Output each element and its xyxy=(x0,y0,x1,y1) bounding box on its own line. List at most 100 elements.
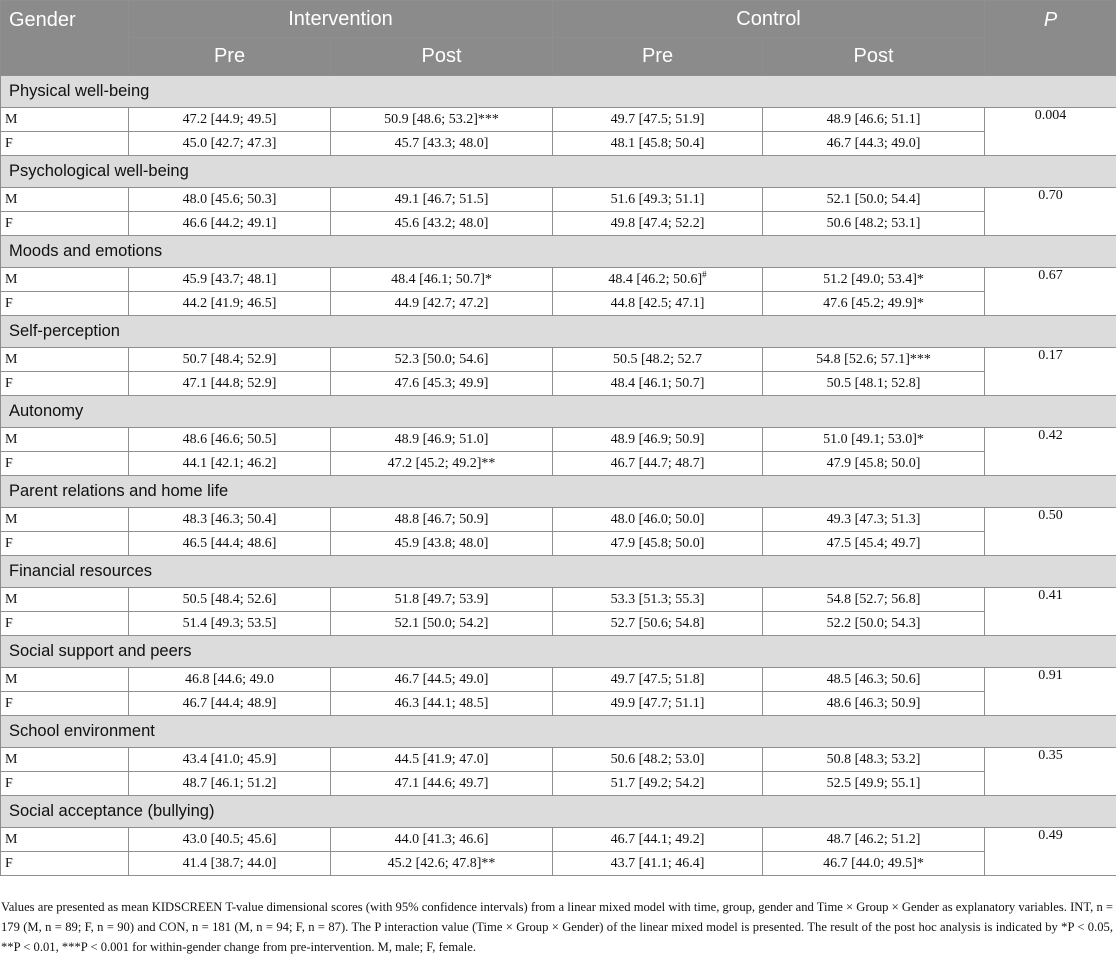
value-cell-int-post: 48.8 [46.7; 50.9] xyxy=(329,507,554,532)
value-cell-con-pre: 52.7 [50.6; 54.8] xyxy=(552,611,764,636)
gender-cell: F xyxy=(0,371,129,396)
value-cell-int-post: 45.7 [43.3; 48.0] xyxy=(329,131,554,156)
value-cell-con-post: 52.1 [50.0; 54.4] xyxy=(762,187,986,212)
value-cell-con-post: 50.6 [48.2; 53.1] xyxy=(762,211,986,236)
table-row: F 46.5 [44.4; 48.6] 45.9 [43.8; 48.0] 47.9 … xyxy=(0,531,1116,556)
value-text: 46.7 [44.3; 49.0] xyxy=(826,135,921,151)
value-text: 48.9 [46.9; 50.9] xyxy=(610,431,705,447)
header-intervention-pre: Pre xyxy=(128,37,331,76)
value-cell-int-post: 47.6 [45.3; 49.9] xyxy=(329,371,554,396)
value-cell-con-post: 47.6 [45.2; 49.9]* xyxy=(762,291,986,316)
value-text: 44.0 [41.3; 46.6] xyxy=(394,831,489,847)
value-cell-int-post: 48.9 [46.9; 51.0] xyxy=(329,427,554,452)
value-text: 51.0 [49.1; 53.0]* xyxy=(823,431,924,447)
value-cell-con-post: 47.9 [45.8; 50.0] xyxy=(762,451,986,476)
value-cell-con-pre: 43.7 [41.1; 46.4] xyxy=(552,851,764,876)
p-value-cell: 0.70 xyxy=(984,187,1116,236)
section-title: Social support and peers xyxy=(0,635,1116,668)
section-title: Moods and emotions xyxy=(0,235,1116,268)
section-title: Psychological well-being xyxy=(0,155,1116,188)
value-text: 50.9 [48.6; 53.2]*** xyxy=(384,111,499,127)
header-control-pre: Pre xyxy=(552,37,764,76)
value-cell-con-post: 52.2 [50.0; 54.3] xyxy=(762,611,986,636)
value-cell-con-post: 47.5 [45.4; 49.7] xyxy=(762,531,986,556)
value-cell-int-post: 46.3 [44.1; 48.5] xyxy=(329,691,554,716)
value-cell-int-post: 51.8 [49.7; 53.9] xyxy=(329,587,554,612)
value-cell-con-post: 48.7 [46.2; 51.2] xyxy=(762,827,986,852)
value-cell-con-post: 49.3 [47.3; 51.3] xyxy=(762,507,986,532)
value-text: 45.6 [43.2; 48.0] xyxy=(394,215,489,231)
value-text: 48.6 [46.3; 50.9] xyxy=(826,695,921,711)
table-row: F 45.0 [42.7; 47.3] 45.7 [43.3; 48.0] 48.1 … xyxy=(0,131,1116,156)
value-text: 46.3 [44.1; 48.5] xyxy=(394,695,489,711)
gender-cell: M xyxy=(0,267,129,292)
value-text: 49.7 [47.5; 51.9] xyxy=(610,111,705,127)
p-value-cell: 0.50 xyxy=(984,507,1116,556)
gender-cell: M xyxy=(0,107,129,132)
value-text: 48.9 [46.6; 51.1] xyxy=(826,111,921,127)
value-text: 52.2 [50.0; 54.3] xyxy=(826,615,921,631)
gender-cell: F xyxy=(0,611,129,636)
section-title: School environment xyxy=(0,715,1116,748)
value-cell-int-pre: 51.4 [49.3; 53.5] xyxy=(128,611,331,636)
gender-cell: F xyxy=(0,531,129,556)
value-cell-int-pre: 45.9 [43.7; 48.1] xyxy=(128,267,331,292)
header-gender: Gender xyxy=(0,0,129,76)
section-title: Parent relations and home life xyxy=(0,475,1116,508)
gender-cell: F xyxy=(0,291,129,316)
value-text: 43.0 [40.5; 45.6] xyxy=(182,831,277,847)
value-text: 45.9 [43.8; 48.0] xyxy=(394,535,489,551)
value-cell-con-pre: 49.7 [47.5; 51.9] xyxy=(552,107,764,132)
p-value-cell: 0.35 xyxy=(984,747,1116,796)
value-cell-con-pre: 48.1 [45.8; 50.4] xyxy=(552,131,764,156)
value-text: 46.6 [44.2; 49.1] xyxy=(182,215,277,231)
value-text: 49.3 [47.3; 51.3] xyxy=(826,511,921,527)
gender-cell: F xyxy=(0,851,129,876)
value-cell-int-pre: 47.1 [44.8; 52.9] xyxy=(128,371,331,396)
value-cell-con-post: 48.9 [46.6; 51.1] xyxy=(762,107,986,132)
gender-cell: M xyxy=(0,827,129,852)
results-table: Gender Intervention Control P Pre Post P… xyxy=(0,0,1116,876)
value-cell-int-pre: 46.8 [44.6; 49.0 xyxy=(128,667,331,692)
value-cell-con-pre: 49.8 [47.4; 52.2] xyxy=(552,211,764,236)
value-text: 46.7 [44.1; 49.2] xyxy=(610,831,705,847)
value-text: 51.7 [49.2; 54.2] xyxy=(610,775,705,791)
footnote-text: Values are presented as mean KIDSCREEN T… xyxy=(1,900,1113,954)
value-cell-con-pre: 49.7 [47.5; 51.8] xyxy=(552,667,764,692)
value-cell-con-pre: 51.6 [49.3; 51.1] xyxy=(552,187,764,212)
value-cell-int-pre: 46.6 [44.2; 49.1] xyxy=(128,211,331,236)
value-cell-int-pre: 44.1 [42.1; 46.2] xyxy=(128,451,331,476)
table-row: F 51.4 [49.3; 53.5] 52.1 [50.0; 54.2] 52.7 … xyxy=(0,611,1116,636)
header-p: P xyxy=(984,0,1116,76)
value-text: 45.9 [43.7; 48.1] xyxy=(182,271,277,287)
value-text: 45.0 [42.7; 47.3] xyxy=(182,135,277,151)
section-header-row: Parent relations and home life xyxy=(0,475,1116,508)
value-text: 47.9 [45.8; 50.0] xyxy=(610,535,705,551)
value-text: 41.4 [38.7; 44.0] xyxy=(182,855,277,871)
value-text: 44.5 [41.9; 47.0] xyxy=(394,751,489,767)
value-cell-con-pre: 46.7 [44.7; 48.7] xyxy=(552,451,764,476)
table-row: M 47.2 [44.9; 49.5] 50.9 [48.6; 53.2]*** 49… xyxy=(0,107,1116,156)
value-text: 50.6 [48.2; 53.0] xyxy=(610,751,705,767)
value-text: 48.8 [46.7; 50.9] xyxy=(394,511,489,527)
section-header-row: Moods and emotions xyxy=(0,235,1116,268)
value-superscript: # xyxy=(702,268,707,279)
value-text: 48.7 [46.1; 51.2] xyxy=(182,775,277,791)
value-text: 50.8 [48.3; 53.2] xyxy=(826,751,921,767)
table-row: M 50.5 [48.4; 52.6] 51.8 [49.7; 53.9] 53.3 … xyxy=(0,587,1116,636)
gender-cell: F xyxy=(0,451,129,476)
value-text: 48.4 [46.1; 50.7]* xyxy=(391,271,492,287)
value-text: 49.7 [47.5; 51.8] xyxy=(610,671,705,687)
value-cell-int-pre: 48.6 [46.6; 50.5] xyxy=(128,427,331,452)
header-intervention: Intervention xyxy=(127,0,554,38)
p-value-cell: 0.41 xyxy=(984,587,1116,636)
table-row: M 43.0 [40.5; 45.6] 44.0 [41.3; 46.6] 46.7 … xyxy=(0,827,1116,876)
value-cell-int-post: 52.3 [50.0; 54.6] xyxy=(329,347,554,372)
value-text: 45.7 [43.3; 48.0] xyxy=(394,135,489,151)
value-cell-int-post: 48.4 [46.1; 50.7]* xyxy=(329,267,554,292)
value-text: 51.6 [49.3; 51.1] xyxy=(610,191,705,207)
value-text: 51.4 [49.3; 53.5] xyxy=(182,615,277,631)
gender-cell: M xyxy=(0,667,129,692)
p-value-cell: 0.42 xyxy=(984,427,1116,476)
value-text: 49.1 [46.7; 51.5] xyxy=(394,191,489,207)
